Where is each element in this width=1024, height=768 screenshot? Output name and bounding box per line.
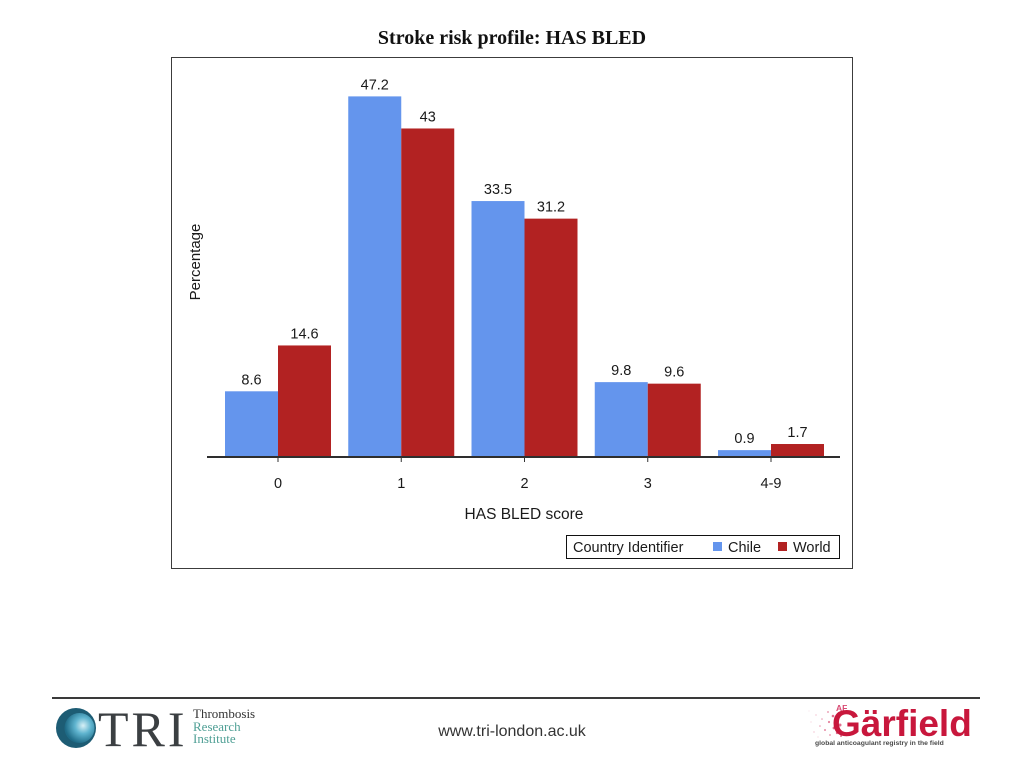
spray-dots-icon	[808, 710, 842, 738]
bar-world-0	[278, 345, 331, 457]
bar-chile-1	[348, 96, 402, 457]
tri-logo-name: Thrombosis Research Institute	[193, 706, 256, 746]
bar-world-1	[401, 128, 455, 457]
data-labels-group: 8.6 14.6 47.2 43 33.5 31.2 9.8 9.6 0.9 1.7	[241, 77, 807, 447]
data-label-chile-0: 8.6	[241, 372, 261, 388]
footer-url: www.tri-london.ac.uk	[438, 723, 586, 740]
data-label-world-1: 43	[420, 109, 436, 125]
footer-divider	[52, 697, 980, 699]
bar-world-4-9	[771, 444, 824, 457]
x-tick-label-2: 2	[520, 476, 528, 492]
slide-title: Stroke risk profile: HAS BLED	[377, 27, 647, 49]
data-label-chile-3: 9.8	[611, 363, 631, 379]
garfield-logo-wordmark: Gärfield	[832, 703, 972, 744]
bar-chile-3	[594, 382, 648, 457]
data-label-world-3: 9.6	[664, 365, 684, 381]
legend-label-chile: Chile	[728, 540, 761, 556]
data-label-chile-2: 33.5	[484, 182, 512, 198]
data-label-world-2: 31.2	[537, 200, 565, 216]
tri-name-line-3: Institute	[193, 731, 236, 746]
data-label-chile-4-9: 0.9	[734, 431, 754, 447]
tri-logo-letters: TRI	[98, 701, 188, 757]
bar-chile-0	[225, 391, 278, 457]
tri-name-line-2: Research	[193, 718, 241, 734]
legend-swatch-world	[778, 542, 787, 551]
bar-chile-4-9	[718, 450, 771, 457]
chart-frame: 8.6 14.6 47.2 43 33.5 31.2 9.8 9.6 0.9 1.7 0 1 2 3 4-…	[171, 57, 853, 569]
y-axis-title: Percentage	[187, 224, 204, 301]
garfield-logo: AF Gärfield global anticoagulant registr…	[805, 700, 977, 752]
bars-group	[225, 96, 824, 457]
legend: Country Identifier Chile World	[566, 535, 840, 559]
x-ticks-group: 0 1 2 3 4-9	[274, 457, 782, 492]
x-tick-label-4-9: 4-9	[761, 476, 782, 492]
globe-icon	[56, 708, 96, 748]
bar-chile-2	[471, 201, 525, 457]
bar-world-2	[524, 218, 578, 457]
x-tick-label-0: 0	[274, 476, 282, 492]
x-axis-title: HAS BLED score	[465, 506, 584, 523]
legend-title: Country Identifier	[573, 540, 684, 556]
legend-box	[566, 535, 840, 559]
data-label-world-0: 14.6	[290, 326, 318, 342]
garfield-logo-prefix: AF	[836, 703, 848, 713]
x-tick-label-3: 3	[644, 476, 652, 492]
bar-world-3	[647, 383, 701, 457]
legend-swatch-chile	[713, 542, 722, 551]
chart: 8.6 14.6 47.2 43 33.5 31.2 9.8 9.6 0.9 1.7 0 1 2 3 4-…	[171, 57, 853, 569]
tri-name-line-1: Thrombosis	[193, 706, 256, 721]
data-label-chile-1: 47.2	[361, 77, 389, 93]
x-tick-label-1: 1	[397, 476, 405, 492]
garfield-logo-tagline: global anticoagulant registry in the fie…	[815, 740, 944, 747]
data-label-world-4-9: 1.7	[787, 425, 807, 441]
legend-label-world: World	[793, 540, 831, 556]
tri-logo: TRI Thrombosis Research Institute	[55, 700, 265, 755]
